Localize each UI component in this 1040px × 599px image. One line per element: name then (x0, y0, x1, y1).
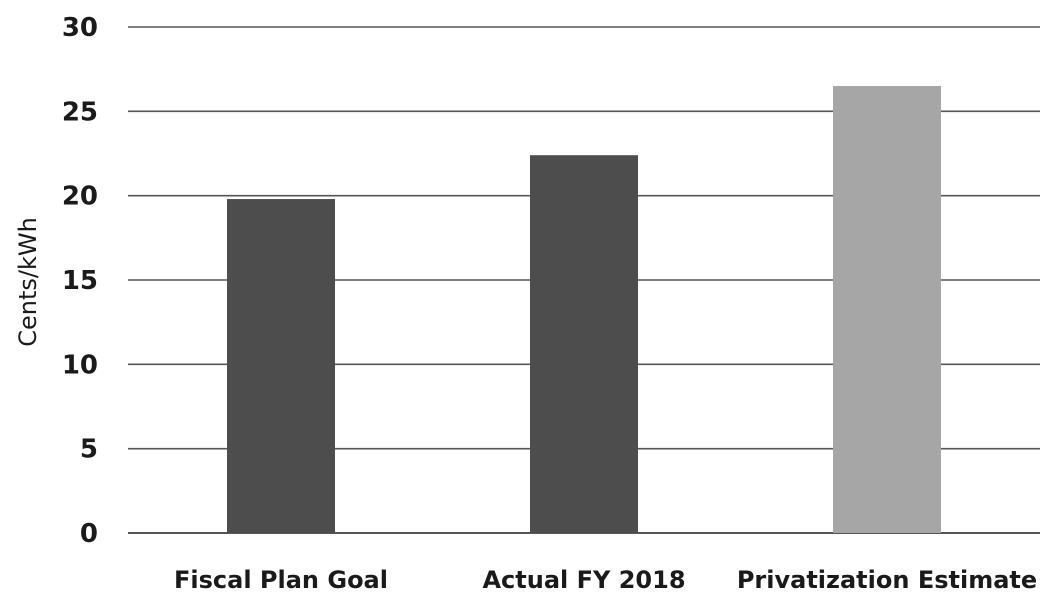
y-tick-label: 25 (62, 97, 98, 127)
y-tick-label: 10 (62, 350, 98, 380)
y-tick-label: 20 (62, 182, 98, 212)
x-category-label: Actual FY 2018 (482, 566, 685, 594)
x-category-label: Privatization Estimate (737, 566, 1037, 594)
x-axis-categories: Fiscal Plan Goal Actual FY 2018 Privatizat… (174, 566, 1037, 594)
y-tick-label: 15 (62, 266, 98, 296)
y-axis-ticks: 0 5 10 15 20 25 30 (62, 13, 98, 549)
y-axis-title: Cents/kWh (14, 217, 42, 347)
bar-privatization-estimate (833, 86, 941, 534)
y-tick-label: 30 (62, 13, 98, 43)
bars (227, 86, 941, 534)
bar-actual-fy-2018 (530, 155, 638, 534)
bar-fiscal-plan-goal (227, 199, 335, 534)
y-tick-label: 5 (80, 435, 98, 465)
y-tick-label: 0 (80, 519, 98, 549)
x-category-label: Fiscal Plan Goal (174, 566, 388, 594)
